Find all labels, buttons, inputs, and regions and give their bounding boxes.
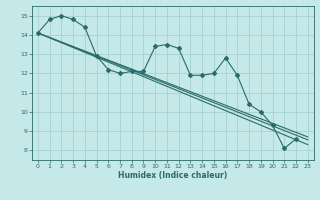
- X-axis label: Humidex (Indice chaleur): Humidex (Indice chaleur): [118, 171, 228, 180]
